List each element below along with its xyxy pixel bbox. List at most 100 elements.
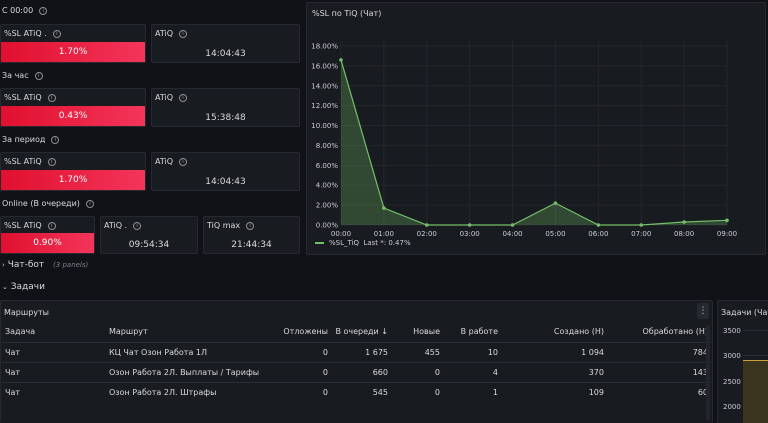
- grid-line: [743, 355, 768, 356]
- stat-label: ATiQ: [155, 157, 174, 166]
- table-row[interactable]: Чат КЦ Чат Озон Работа 1Л 0 1 675 455 10…: [2, 342, 711, 362]
- cell-new: 0: [434, 367, 440, 377]
- stat-online-sl[interactable]: %SL ATiQ i 0.90%: [0, 216, 95, 254]
- cell-processed: 60: [697, 387, 708, 397]
- col-task[interactable]: Задача: [5, 327, 36, 337]
- section-since-midnight: С 00:00 i: [2, 6, 48, 15]
- section-title: Online (В очереди): [2, 199, 80, 208]
- routes-panel[interactable]: Маршруты ⋮ Задача Маршрут Отложены В оче…: [0, 300, 713, 423]
- stat-label: %SL ATiQ: [4, 221, 42, 230]
- legend-swatch: [315, 242, 324, 244]
- cell-postponed: 0: [322, 367, 328, 377]
- data-point[interactable]: [725, 218, 729, 223]
- cell-route: Озон Работа 2Л. Выплаты / Тарифы: [109, 367, 260, 377]
- stat-value: 21:44:34: [231, 240, 272, 250]
- info-icon[interactable]: i: [47, 221, 56, 230]
- y-tick-label: 6.00%: [316, 162, 339, 170]
- table-scrollbar[interactable]: [706, 325, 710, 421]
- data-point[interactable]: [467, 223, 472, 227]
- cell-postponed: 0: [322, 347, 328, 357]
- stat-online-atiq[interactable]: ATiQ . i 09:54:34: [100, 216, 198, 254]
- row-tasks[interactable]: ⌄ Задачи: [2, 282, 45, 292]
- tasks-y-tick: 3000: [723, 352, 741, 360]
- col-label: В очереди: [335, 327, 379, 337]
- cell-in-work: 1: [492, 387, 498, 397]
- chevron-down-icon: ⌄: [2, 283, 8, 291]
- stat-period-sl[interactable]: %SL ATiQ i 1.70%: [0, 152, 146, 191]
- stat-value: 0.90%: [1, 233, 94, 253]
- data-point[interactable]: [682, 220, 686, 224]
- stat-value: 14:04:43: [205, 177, 246, 187]
- tasks-y-tick: 2000: [723, 403, 741, 411]
- cell-new: 455: [424, 347, 440, 357]
- cell-created: 109: [588, 387, 604, 397]
- x-tick-label: 07:00: [631, 230, 651, 238]
- data-point[interactable]: [339, 58, 343, 62]
- col-processed[interactable]: Обработано (Н): [642, 327, 708, 337]
- info-icon[interactable]: i: [52, 29, 61, 38]
- cell-postponed: 0: [322, 387, 328, 397]
- chevron-right-icon: ›: [2, 261, 5, 269]
- row-chatbot[interactable]: › Чат-бот (3 panels): [2, 260, 88, 270]
- section-title: С 00:00: [2, 6, 34, 15]
- y-tick-label: 16.00%: [311, 62, 338, 70]
- stat-period-atiq[interactable]: ATiQ i 14:04:43: [151, 152, 300, 191]
- row-title: Задачи: [10, 282, 45, 292]
- info-icon[interactable]: i: [47, 157, 56, 166]
- stat-label: ATiQ: [155, 29, 174, 38]
- info-icon[interactable]: i: [85, 199, 94, 208]
- stat-midnight-atiq[interactable]: ATiQ i 14:04:43: [151, 24, 300, 63]
- stat-label: TiQ max: [207, 221, 241, 230]
- info-icon[interactable]: i: [133, 221, 142, 230]
- cell-in-work: 4: [492, 367, 498, 377]
- cell-route: Озон Работа 2Л. Штрафы: [109, 387, 217, 397]
- info-icon[interactable]: i: [179, 93, 188, 102]
- stat-value: 09:54:34: [128, 240, 170, 250]
- info-icon[interactable]: i: [47, 93, 56, 102]
- stat-online-tiqmax[interactable]: TiQ max i 21:44:34: [203, 216, 300, 254]
- y-tick-label: 8.00%: [316, 142, 339, 150]
- cell-created: 370: [588, 367, 604, 377]
- x-tick-label: 04:00: [502, 230, 522, 238]
- cell-processed: 143: [692, 367, 708, 377]
- sort-desc-icon: ↓: [381, 327, 388, 337]
- cell-task: Чат: [5, 387, 21, 397]
- info-icon[interactable]: i: [179, 157, 188, 166]
- stat-hour-atiq[interactable]: ATiQ i 15:38:48: [151, 88, 300, 127]
- col-created[interactable]: Создано (Н): [553, 327, 604, 337]
- cell-processed: 784: [692, 347, 708, 357]
- cell-task: Чат: [5, 367, 21, 377]
- stat-midnight-sl[interactable]: %SL ATiQ . i 1.70%: [0, 24, 146, 63]
- info-icon[interactable]: i: [246, 221, 255, 230]
- col-in-work[interactable]: В работе: [460, 327, 498, 337]
- table-row[interactable]: Чат Озон Работа 2Л. Штрафы 0 545 0 1 109…: [2, 382, 711, 402]
- info-icon[interactable]: i: [34, 71, 43, 80]
- chart-panel-sl-tiq[interactable]: %SL по TiQ (Чат) 0.00% 2.00% 4.00% 6.00% 8.0…: [306, 2, 766, 255]
- legend-series-name: %SL_TiQ: [329, 239, 360, 247]
- table-row[interactable]: Чат Озон Работа 2Л. Выплаты / Тарифы 0 6…: [2, 362, 711, 382]
- chart-legend[interactable]: %SL_TiQ Last *: 0.47%: [315, 239, 411, 247]
- col-postponed[interactable]: Отложены: [283, 327, 328, 337]
- stat-value: 14:04:43: [205, 49, 246, 59]
- tasks-chat-panel[interactable]: Задачи (Чат 3500 3000 2500 2000: [717, 300, 768, 423]
- col-route[interactable]: Маршрут: [109, 327, 148, 337]
- x-tick-label: 03:00: [460, 230, 480, 238]
- series-area: [341, 59, 727, 226]
- info-icon[interactable]: i: [51, 135, 60, 144]
- data-point[interactable]: [639, 223, 644, 227]
- info-icon[interactable]: i: [39, 6, 48, 15]
- data-point[interactable]: [382, 206, 386, 210]
- data-point[interactable]: [596, 223, 601, 227]
- stat-hour-sl[interactable]: %SL ATiQ i 0.43%: [0, 88, 146, 127]
- panel-menu-icon[interactable]: ⋮: [697, 303, 709, 319]
- data-point[interactable]: [553, 201, 558, 205]
- col-in-queue[interactable]: В очереди ↓: [331, 322, 391, 342]
- grid-line: [743, 330, 768, 331]
- data-point[interactable]: [510, 223, 515, 227]
- info-icon[interactable]: i: [179, 29, 188, 38]
- data-point[interactable]: [424, 223, 429, 227]
- cell-in-work: 10: [487, 347, 498, 357]
- col-new[interactable]: Новые: [413, 327, 440, 337]
- y-tick-label: 0.00%: [316, 222, 339, 230]
- routes-table: Задача Маршрут Отложены В очереди ↓ Новы…: [2, 322, 711, 402]
